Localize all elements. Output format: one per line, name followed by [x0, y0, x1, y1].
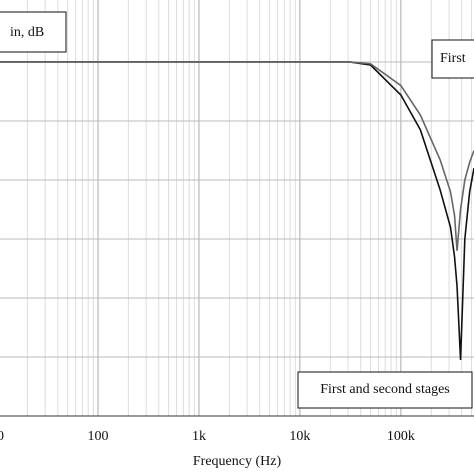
legend-entry: First and second stages [320, 382, 449, 397]
ylabel-box [0, 11, 67, 53]
series-line [0, 61, 474, 360]
x-tick-label: 10 [0, 429, 4, 444]
legend-box [297, 371, 473, 409]
legend-entry: First [440, 51, 466, 66]
x-tick-label: 1k [192, 429, 206, 444]
y-axis-label: in, dB [10, 25, 44, 40]
x-tick-label: 100k [387, 429, 415, 444]
x-tick-label: 10k [289, 429, 310, 444]
series-line [0, 61, 474, 251]
lines [0, 61, 474, 360]
legend-box [431, 39, 474, 79]
x-tick-label: 100 [87, 429, 108, 444]
x-axis-label: Frequency (Hz) [193, 454, 282, 469]
